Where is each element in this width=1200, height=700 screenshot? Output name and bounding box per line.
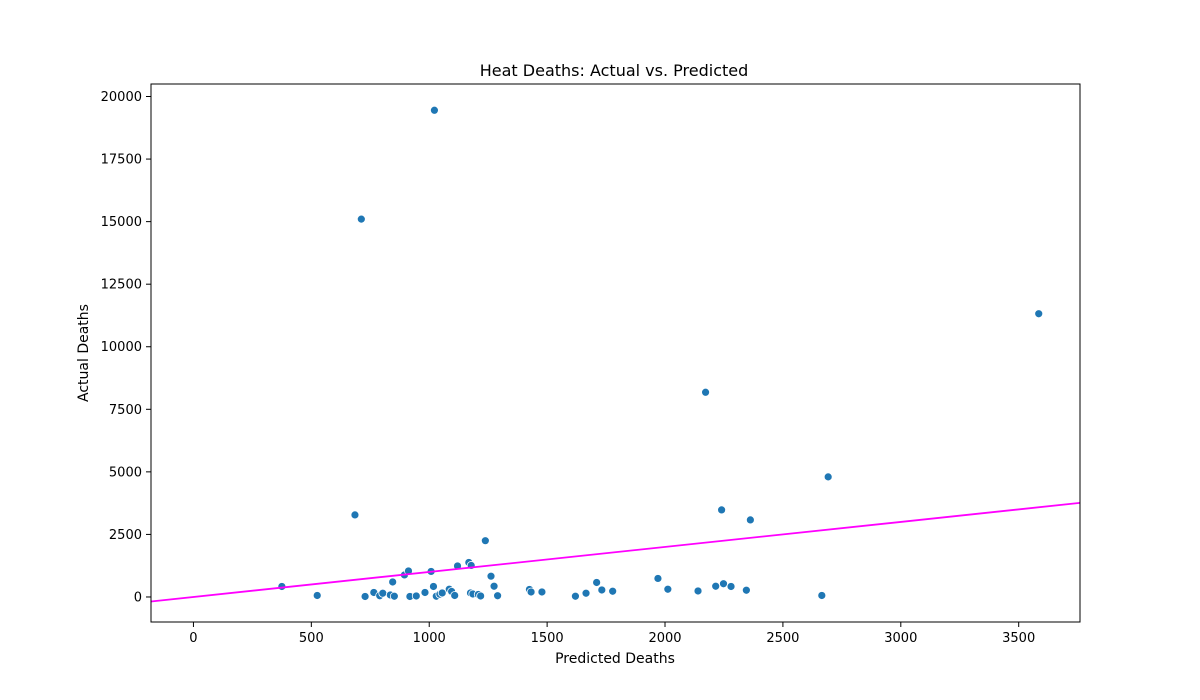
x-axis-label: Predicted Deaths xyxy=(555,651,675,667)
y-tick-label: 2500 xyxy=(109,528,142,543)
data-point xyxy=(597,585,607,595)
data-point xyxy=(711,581,721,591)
x-axis-ticks: 0 500 1000 1500 2000 2500 3000 3500 xyxy=(189,622,1035,646)
data-point xyxy=(486,571,496,581)
data-point xyxy=(480,536,490,546)
data-point xyxy=(420,588,430,597)
x-tick-label: 3000 xyxy=(884,631,917,646)
x-tick-label: 0 xyxy=(189,631,197,646)
x-tick-label: 1500 xyxy=(531,631,564,646)
data-point xyxy=(388,577,398,587)
data-point xyxy=(389,591,399,601)
data-point xyxy=(489,581,499,591)
y-tick-label: 10000 xyxy=(101,340,142,355)
chart-title: Heat Deaths: Actual vs. Predicted xyxy=(480,61,749,80)
data-point xyxy=(411,591,421,601)
data-point xyxy=(350,510,360,520)
data-point xyxy=(693,586,703,596)
data-points xyxy=(277,105,1044,601)
data-point xyxy=(312,591,322,600)
data-point xyxy=(745,515,755,525)
y-tick-label: 15000 xyxy=(101,215,142,230)
data-point xyxy=(430,105,439,115)
y-tick-label: 12500 xyxy=(101,278,142,293)
x-tick-label: 3500 xyxy=(1002,631,1035,646)
reference-line-group xyxy=(151,501,1080,603)
data-point xyxy=(437,588,447,598)
data-point xyxy=(719,579,728,589)
plot-area-frame xyxy=(150,83,1081,623)
data-point xyxy=(537,587,547,597)
x-tick-label: 2500 xyxy=(766,631,799,646)
data-point xyxy=(717,505,727,515)
data-point xyxy=(663,584,673,594)
data-point xyxy=(701,387,710,397)
y-tick-label: 7500 xyxy=(109,403,142,418)
y-tick-label: 0 xyxy=(134,590,142,605)
y-tick-label: 17500 xyxy=(101,153,142,168)
data-point xyxy=(526,587,536,597)
data-point xyxy=(429,582,438,591)
data-point xyxy=(817,591,827,600)
data-point xyxy=(741,585,751,595)
data-point xyxy=(476,591,486,601)
data-point xyxy=(450,591,460,600)
x-tick-label: 500 xyxy=(299,631,324,646)
data-point xyxy=(726,582,736,591)
x-tick-label: 2000 xyxy=(648,631,681,646)
y-tick-label: 20000 xyxy=(101,90,142,105)
data-point xyxy=(360,592,370,601)
data-point xyxy=(608,586,618,596)
y-tick-label: 5000 xyxy=(109,465,142,480)
data-point xyxy=(493,591,503,601)
reference-line xyxy=(151,501,1080,603)
data-point xyxy=(653,574,663,583)
data-point xyxy=(356,214,366,224)
data-point xyxy=(571,591,580,601)
data-point xyxy=(1034,309,1044,319)
y-axis-label: Actual Deaths xyxy=(76,304,92,402)
data-point xyxy=(823,472,833,482)
data-point xyxy=(592,578,602,587)
data-point xyxy=(378,588,388,598)
data-point xyxy=(581,588,591,598)
x-tick-label: 1000 xyxy=(413,631,446,646)
y-axis-ticks: 0 2500 5000 7500 10000 12500 15000 17500 20000 xyxy=(101,90,151,605)
